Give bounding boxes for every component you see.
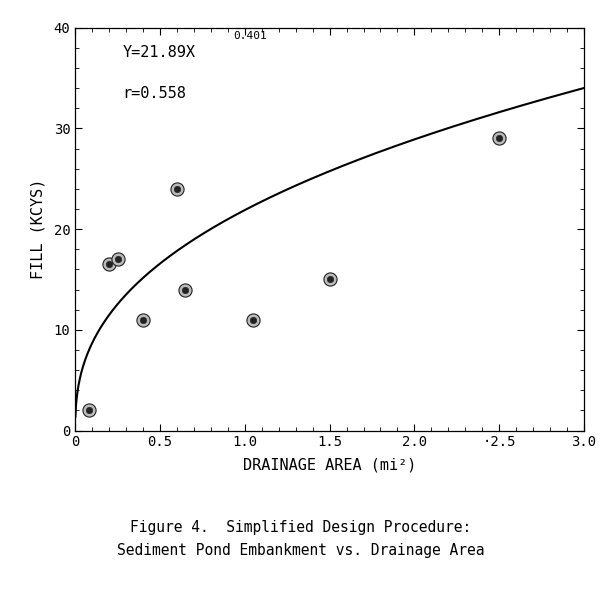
Point — [172, 184, 182, 194]
Point — [138, 315, 148, 325]
Point — [249, 315, 258, 325]
Point — [138, 315, 148, 325]
Point — [181, 285, 190, 295]
Text: Y=21.89X: Y=21.89X — [123, 46, 196, 60]
Point — [181, 285, 190, 295]
Point — [84, 405, 94, 415]
Point — [249, 315, 258, 325]
Text: r=0.558: r=0.558 — [123, 85, 187, 101]
Point — [325, 274, 335, 284]
Point — [172, 184, 182, 194]
Point — [113, 255, 122, 264]
Text: Figure 4.  Simplified Design Procedure:
Sediment Pond Embankment vs. Drainage Ar: Figure 4. Simplified Design Procedure: S… — [117, 520, 485, 558]
Point — [494, 133, 504, 143]
Point — [104, 260, 114, 269]
Point — [84, 405, 94, 415]
X-axis label: DRAINAGE AREA (mi²): DRAINAGE AREA (mi²) — [243, 458, 416, 473]
Point — [104, 260, 114, 269]
Point — [494, 133, 504, 143]
Y-axis label: FILL (KCYS): FILL (KCYS) — [30, 179, 45, 279]
Point — [113, 255, 122, 264]
Text: 0.401: 0.401 — [233, 31, 267, 41]
Point — [325, 274, 335, 284]
